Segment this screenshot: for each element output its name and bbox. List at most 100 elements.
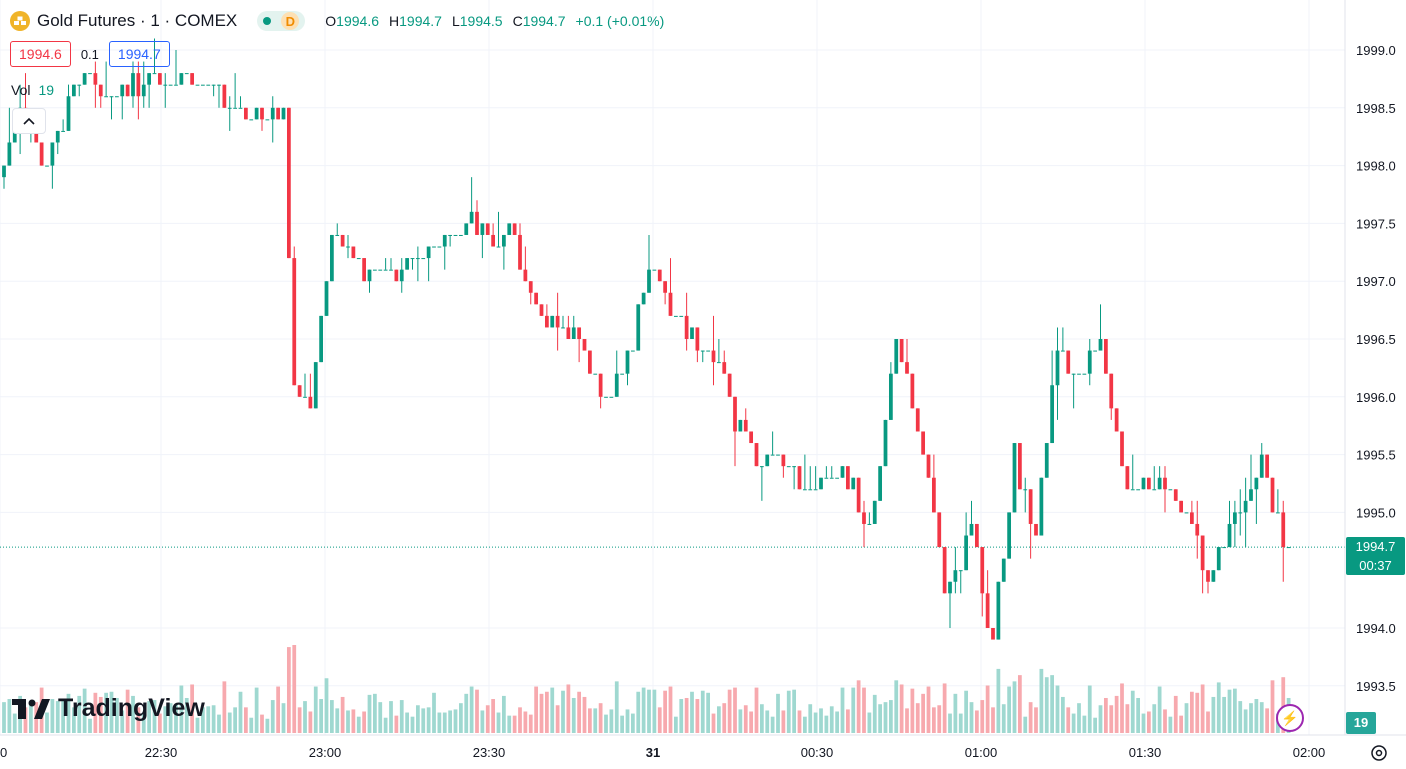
volume-bar — [561, 690, 565, 733]
price-tick-label: 1999.0 — [1356, 43, 1396, 58]
price-axis-bg — [1345, 0, 1406, 735]
candle-body — [867, 523, 872, 525]
candle-body — [157, 73, 162, 85]
volume-bar — [1232, 688, 1237, 733]
volume-bar — [195, 717, 200, 733]
candle-body — [636, 304, 641, 351]
candle-body — [614, 373, 619, 397]
volume-bar — [1168, 716, 1173, 733]
candle-body — [458, 234, 463, 236]
volume-bar — [566, 684, 571, 733]
volume-bar — [856, 680, 861, 733]
volume-bar — [1060, 696, 1065, 733]
volume-bar — [722, 703, 727, 733]
candle-body — [883, 419, 888, 467]
candle-body — [797, 466, 802, 490]
candle-body — [88, 73, 92, 75]
volume-bar — [668, 686, 673, 733]
volume-bar — [1146, 711, 1151, 733]
candle-body — [233, 107, 238, 109]
candle-body — [206, 84, 211, 86]
volume-bar — [528, 714, 533, 733]
candle-body — [1270, 477, 1275, 513]
candle-body — [953, 570, 958, 582]
time-axis: 30 22:30 23:00 23:30 31 00:30 01:00 01:30 02:00 — [0, 734, 1406, 760]
volume-bar — [297, 707, 302, 733]
sell-button[interactable]: 1994.6 — [10, 41, 71, 67]
tradingview-logo[interactable]: TradingView — [12, 694, 205, 723]
buy-button[interactable]: 1994.7 — [108, 41, 170, 67]
candle-body — [222, 84, 227, 108]
candle-body — [1195, 523, 1200, 536]
last-price-tag: 1994.7 00:37 — [1346, 537, 1405, 575]
lightning-icon[interactable]: ⚡ — [1276, 704, 1304, 732]
candle-body — [620, 373, 625, 375]
volume-bar — [765, 710, 770, 733]
candle-body — [829, 477, 834, 479]
candle-body — [964, 535, 969, 571]
volume-bar — [840, 687, 845, 733]
volume-bar — [501, 695, 506, 733]
candle-body — [851, 477, 856, 490]
symbol-title[interactable]: Gold Futures · 1 · COMEX — [37, 11, 238, 30]
candle-body — [824, 477, 829, 479]
candle-body — [786, 466, 791, 468]
candle-body — [1125, 466, 1130, 490]
volume-bar — [915, 703, 920, 733]
volume-bar — [93, 692, 98, 733]
candle-body — [878, 466, 883, 501]
volume-bar — [372, 693, 377, 733]
collapse-legend-button[interactable] — [12, 108, 46, 134]
volume-bar — [1109, 705, 1114, 733]
candle-body — [587, 350, 592, 374]
candle-body — [367, 269, 372, 282]
volume-bar — [184, 697, 189, 733]
candle-body — [163, 84, 168, 86]
candle-body — [448, 234, 453, 236]
volume-bar — [147, 701, 152, 733]
volume-bar — [1034, 707, 1038, 733]
bid-ask-quote: 1994.6 0.1 1994.7 — [10, 41, 170, 67]
volume-bar — [614, 681, 619, 733]
volume-bar — [88, 718, 92, 733]
volume-bar — [335, 708, 340, 733]
candle-body — [695, 327, 700, 351]
volume-bar — [179, 685, 184, 733]
volume-bar — [1152, 704, 1157, 733]
price-tick-label: 1995.0 — [1356, 505, 1396, 520]
volume-bar — [706, 692, 711, 733]
candle-body — [1023, 489, 1028, 491]
market-status-pill[interactable]: D — [257, 11, 306, 31]
volume-bar — [539, 693, 544, 733]
volume-bar — [45, 712, 49, 733]
volume-bar — [792, 689, 797, 733]
time-tick-label: 01:30 — [1129, 745, 1162, 760]
candle-body — [410, 258, 415, 260]
volume-bar — [630, 713, 635, 733]
volume-bar — [109, 691, 114, 733]
candle-body — [899, 339, 904, 363]
time-tick-label: 02:00 — [1293, 745, 1326, 760]
settings-icon[interactable] — [1368, 742, 1390, 764]
chart-legend-header: Gold Futures · 1 · COMEX D O1994.6 H1994… — [10, 10, 664, 32]
volume-bar — [303, 701, 307, 733]
candle-body — [942, 547, 947, 594]
price-tick-label: 1994.0 — [1356, 621, 1396, 636]
candle-body — [335, 234, 340, 236]
volume-bar — [383, 717, 388, 733]
candle-body — [491, 234, 496, 247]
volume-bar — [985, 685, 990, 733]
candle-body — [1222, 547, 1227, 549]
volume-bar — [458, 703, 463, 733]
volume-bar — [174, 704, 178, 733]
volume-bar — [168, 703, 173, 733]
volume-bar — [399, 700, 404, 733]
candle-body — [915, 408, 920, 432]
volume-legend[interactable]: Vol 19 — [11, 82, 54, 98]
volume-bar — [824, 715, 829, 733]
candle-body — [426, 246, 431, 259]
gold-icon — [10, 11, 30, 31]
volume-bar — [114, 697, 119, 733]
time-tick-label: 01:00 — [965, 745, 998, 760]
